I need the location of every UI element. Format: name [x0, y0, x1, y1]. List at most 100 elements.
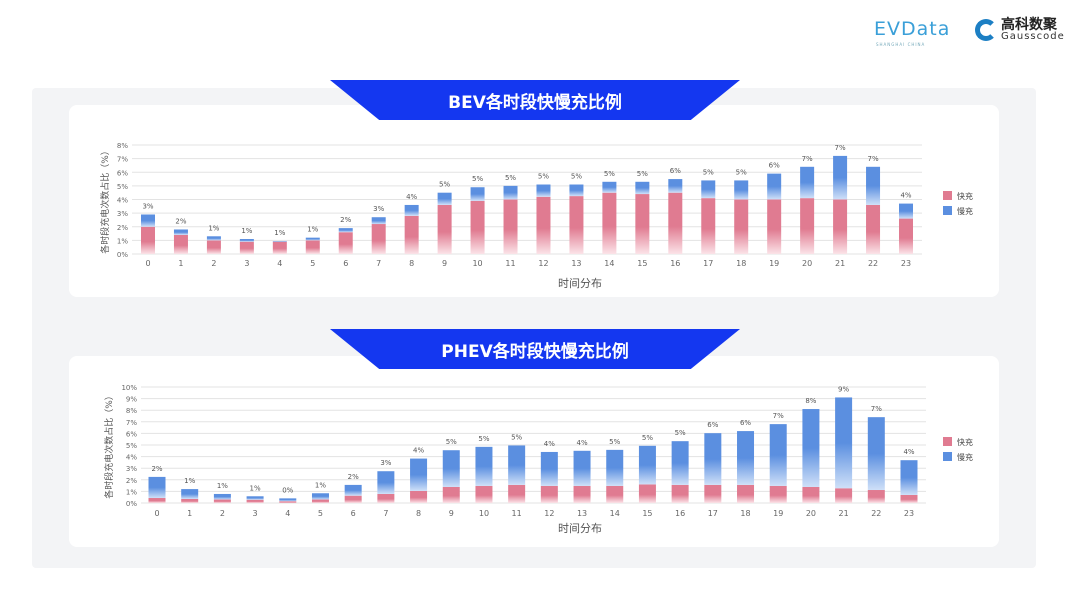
chart1-x-axis-label: 时间分布 — [558, 522, 602, 535]
chart0-x-tick-label: 5 — [310, 259, 315, 268]
chart0-data-label: 2% — [340, 216, 351, 224]
chart0-x-tick-label: 17 — [703, 259, 713, 268]
chart0-y-tick-label: 3% — [117, 210, 128, 218]
evdata-logo: EVData SHANGHAI CHINA — [874, 18, 951, 47]
chart1-y-tick-label: 2% — [126, 477, 137, 485]
bev-chart-title: BEV各时段快慢充比例 — [330, 80, 740, 120]
chart0-bar-slow — [470, 187, 485, 201]
chart0-legend-label: 慢充 — [957, 206, 973, 216]
chart0-bar-fast — [338, 232, 353, 254]
chart0-bar-slow — [536, 184, 551, 197]
chart0-bar-slow — [569, 184, 584, 197]
chart0-y-tick-label: 4% — [117, 197, 128, 205]
chart0-bar-fast — [437, 204, 452, 254]
chart1-bar-fast — [835, 488, 853, 503]
chart1-bar-fast — [704, 484, 722, 503]
chart0-legend-swatch — [943, 206, 952, 215]
chart1-bar-fast — [867, 490, 885, 503]
chart1-bar-slow — [213, 493, 231, 500]
chart1-bar-fast — [279, 501, 297, 503]
chart0-x-tick-label: 7 — [376, 259, 381, 268]
chart0-bar-fast — [602, 192, 617, 254]
chart1-x-tick-label: 20 — [806, 509, 816, 518]
chart1-y-tick-label: 5% — [126, 442, 137, 450]
chart1-data-label: 1% — [315, 481, 326, 489]
chart0-x-tick-label: 12 — [538, 259, 548, 268]
chart0-bar-slow — [635, 181, 650, 195]
chart1-bar-fast — [737, 484, 755, 503]
chart0-x-tick-label: 20 — [802, 259, 812, 268]
chart1-x-tick-label: 19 — [773, 509, 783, 518]
chart1-bar-slow — [377, 471, 395, 494]
chart0-data-label: 5% — [439, 181, 450, 189]
chart1-x-tick-label: 9 — [449, 509, 454, 518]
evdata-logo-text: EVData — [874, 18, 951, 40]
chart0-bar-fast — [470, 200, 485, 254]
chart0-x-tick-label: 18 — [736, 259, 746, 268]
chart0-bar-fast — [734, 199, 749, 254]
chart1-bar-slow — [540, 451, 558, 486]
evdata-logo-sub: SHANGHAI CHINA — [876, 42, 926, 47]
chart0-x-tick-label: 10 — [472, 259, 482, 268]
chart0-x-tick-label: 2 — [211, 259, 216, 268]
chart0-bar-slow — [701, 180, 716, 199]
chart0-data-label: 7% — [867, 155, 878, 163]
chart1-bar-fast — [442, 486, 460, 503]
chart1-data-label: 5% — [478, 435, 489, 443]
chart1-y-tick-label: 3% — [126, 465, 137, 473]
chart0-x-tick-label: 19 — [769, 259, 779, 268]
chart1-x-tick-label: 3 — [253, 509, 258, 518]
chart0-y-axis-label: 各时段充电次数占比（%） — [99, 146, 111, 254]
chart1-bar-fast — [311, 499, 329, 503]
chart1-x-tick-label: 21 — [839, 509, 849, 518]
chart0-data-label: 5% — [538, 173, 549, 181]
chart0-x-tick-label: 3 — [244, 259, 249, 268]
chart1-bar-slow — [835, 397, 853, 489]
chart0-bar-fast — [899, 218, 913, 254]
chart0-bar-fast — [767, 199, 782, 254]
chart0-x-tick-label: 13 — [571, 259, 581, 268]
chart0-data-label: 7% — [802, 155, 813, 163]
chart1-bar-fast — [573, 485, 591, 503]
chart0-bar-slow — [503, 185, 518, 200]
chart1-x-tick-label: 18 — [740, 509, 750, 518]
chart1-y-tick-label: 7% — [126, 419, 137, 427]
chart0-x-tick-label: 9 — [442, 259, 447, 268]
chart1-bar-fast — [475, 485, 493, 503]
chart0-x-tick-label: 23 — [901, 259, 911, 268]
chart0-bar-slow — [239, 239, 254, 242]
chart1-bar-fast — [900, 494, 918, 503]
chart0-bar-slow — [899, 203, 913, 219]
chart0-bar-slow — [404, 204, 419, 216]
chart0-data-label: 6% — [670, 167, 681, 175]
chart0-bar-slow — [800, 166, 815, 199]
chart0-legend-label: 快充 — [957, 191, 973, 201]
chart1-x-tick-label: 2 — [220, 509, 225, 518]
chart1-data-label: 8% — [805, 397, 816, 405]
chart1-data-label: 4% — [544, 440, 555, 448]
chart0-bar-slow — [141, 214, 155, 227]
chart0-bar-slow — [206, 236, 221, 241]
chart1-x-tick-label: 14 — [610, 509, 620, 518]
chart1-data-label: 1% — [217, 482, 228, 490]
chart0-data-label: 5% — [637, 170, 648, 178]
chart1-bar-slow — [442, 450, 460, 487]
gausscode-logo-icon — [975, 19, 997, 41]
chart1-bar-slow — [638, 445, 656, 485]
chart1-data-label: 3% — [380, 459, 391, 467]
chart1-data-label: 5% — [642, 434, 653, 442]
chart0-data-label: 5% — [571, 173, 582, 181]
chart0-x-tick-label: 4 — [277, 259, 282, 268]
chart0-bar-fast — [206, 240, 221, 254]
chart1-bar-slow — [573, 450, 591, 486]
chart1-data-label: 5% — [446, 438, 457, 446]
chart1-x-tick-label: 16 — [675, 509, 685, 518]
chart1-data-label: 1% — [250, 484, 261, 492]
chart0-y-tick-label: 5% — [117, 183, 128, 191]
chart0-bar-slow — [734, 180, 749, 200]
chart0-data-label: 7% — [835, 144, 846, 152]
chart1-bar-fast — [638, 484, 656, 503]
chart1-data-label: 7% — [773, 412, 784, 420]
chart0-y-tick-label: 6% — [117, 169, 128, 177]
chart1-y-tick-label: 8% — [126, 407, 137, 415]
